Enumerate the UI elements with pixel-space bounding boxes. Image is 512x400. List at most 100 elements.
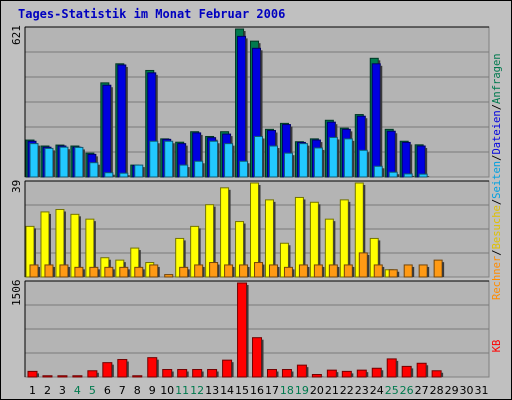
visits-bar-shadow xyxy=(183,240,186,277)
sites-bar-shadow xyxy=(112,269,115,277)
kbytes-bar-shadow xyxy=(201,371,204,377)
kbytes-bar xyxy=(87,370,98,378)
files-bar-shadow xyxy=(410,144,413,177)
sites-bar xyxy=(239,264,249,278)
pages-bar xyxy=(179,164,189,178)
pages-bar-shadow xyxy=(232,145,235,177)
sites-bar xyxy=(179,266,189,278)
visits-bar-shadow xyxy=(48,213,51,277)
sites-bar xyxy=(328,264,338,278)
kbytes-bar xyxy=(416,362,427,378)
sites-bar xyxy=(373,264,383,278)
kbytes-bar-shadow xyxy=(96,372,99,377)
day-label: 4 xyxy=(74,384,81,397)
visits-bar-shadow xyxy=(63,211,66,277)
pages-bar-shadow xyxy=(247,163,250,177)
files-bar xyxy=(102,84,112,178)
visits-bar-shadow xyxy=(318,204,321,277)
visits-bar-shadow xyxy=(78,216,81,277)
visits-bar-shadow xyxy=(363,185,366,277)
kbytes-bar-shadow xyxy=(276,371,279,377)
pages-bar xyxy=(283,152,293,178)
sites-bar-shadow xyxy=(127,269,130,277)
kbytes-bar-shadow xyxy=(441,372,444,377)
kbytes-bar xyxy=(431,370,442,378)
day-label: 16 xyxy=(250,384,264,397)
pages-bar xyxy=(119,172,129,178)
sites-bar xyxy=(224,264,234,278)
sites-bar xyxy=(418,264,428,278)
day-label: 2 xyxy=(44,384,51,397)
pages-bar-shadow xyxy=(52,150,55,177)
kbytes-bar xyxy=(147,357,158,378)
files-bar xyxy=(386,130,396,178)
kbytes-bar-shadow xyxy=(37,373,39,377)
pages-bar xyxy=(134,164,144,178)
pages-bar xyxy=(239,160,249,178)
sites-bar xyxy=(164,274,174,278)
files-bar-shadow xyxy=(125,66,128,177)
sites-bar-shadow xyxy=(82,269,85,277)
sites-bar-shadow xyxy=(142,269,145,277)
day-label: 18 xyxy=(280,384,294,397)
sites-bar-shadow xyxy=(322,266,325,277)
kbytes-bar-shadow xyxy=(366,372,369,377)
sites-bar xyxy=(283,266,293,278)
visits-bar-shadow xyxy=(228,189,231,277)
pages-bar xyxy=(209,140,219,178)
pages-bar-shadow xyxy=(382,168,385,177)
kbytes-bar xyxy=(42,375,53,378)
sites-bar xyxy=(209,262,219,278)
kbytes-bar-shadow xyxy=(216,371,219,377)
pages-bar-shadow xyxy=(367,152,370,177)
sites-bar xyxy=(119,266,129,278)
day-label: 23 xyxy=(355,384,369,397)
kbytes-bar xyxy=(57,375,68,378)
pages-bar-shadow xyxy=(397,174,400,177)
kbytes-bar xyxy=(341,370,352,378)
kbytes-bar xyxy=(162,369,173,378)
day-label: 12 xyxy=(190,384,204,397)
pages-bar xyxy=(343,138,353,178)
files-bar-shadow xyxy=(245,38,248,177)
sites-bar xyxy=(298,264,308,278)
sites-bar xyxy=(149,264,159,278)
sites-bar xyxy=(74,266,84,278)
pages-bar xyxy=(373,165,383,178)
kbytes-bar xyxy=(266,369,277,378)
day-label: 30 xyxy=(460,384,474,397)
sites-bar-shadow xyxy=(307,266,310,277)
day-label: 27 xyxy=(415,384,429,397)
pages-bar xyxy=(89,162,99,178)
sites-bar-shadow xyxy=(352,266,355,277)
kbytes-bar xyxy=(117,359,128,378)
pages-bar-shadow xyxy=(38,145,40,177)
kbytes-bar xyxy=(207,369,218,378)
pages-bar-shadow xyxy=(187,167,190,177)
files-bar-shadow xyxy=(260,50,263,177)
pages-bar-shadow xyxy=(202,163,205,177)
sites-bar-shadow xyxy=(262,264,265,277)
visits-bar-shadow xyxy=(243,223,246,277)
pages-bar-shadow xyxy=(172,143,175,177)
sites-bar xyxy=(104,266,114,278)
files-bar xyxy=(371,63,381,178)
sites-bar xyxy=(89,266,99,278)
kbytes-bar xyxy=(356,369,367,378)
day-label: 24 xyxy=(370,384,384,397)
day-label: 6 xyxy=(104,384,111,397)
sites-bar-shadow xyxy=(52,266,55,277)
kbytes-bar xyxy=(72,375,83,378)
chart-title: Tages-Statistik im Monat Februar 2006 xyxy=(18,7,286,21)
day-label: 3 xyxy=(59,384,66,397)
kbytes-bar-shadow xyxy=(246,285,249,377)
kbytes-bar-shadow xyxy=(261,339,264,377)
kbytes-bar-shadow xyxy=(291,371,294,377)
day-label: 10 xyxy=(160,384,174,397)
pages-bar-shadow xyxy=(412,175,415,177)
pages-bar-shadow xyxy=(217,143,220,177)
visits-bar-shadow xyxy=(138,250,141,277)
day-label: 17 xyxy=(265,384,279,397)
